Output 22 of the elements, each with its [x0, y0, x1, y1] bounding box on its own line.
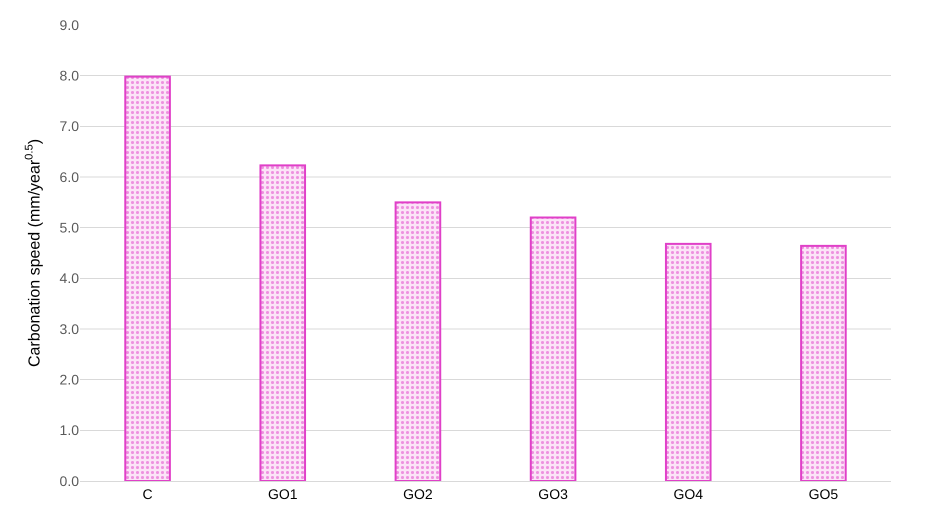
y-tick-label: 0.0: [60, 472, 80, 489]
y-tick-label: 3.0: [60, 320, 80, 337]
x-tick-label: C: [142, 486, 153, 502]
x-tick-label: GO2: [403, 486, 433, 502]
y-tick-label: 6.0: [60, 168, 80, 185]
y-tick-label: 9.0: [60, 16, 80, 33]
y-tick-label: 4.0: [60, 270, 80, 286]
bar: [664, 242, 712, 481]
bar: [259, 164, 306, 481]
y-tick-label: 8.0: [60, 68, 80, 84]
bar: [124, 76, 171, 481]
y-tick-label: 7.0: [60, 118, 80, 134]
bar: [394, 201, 442, 481]
x-tick-label: GO1: [268, 486, 298, 502]
y-tick-label: 1.0: [60, 422, 80, 438]
x-tick-label: GO5: [808, 486, 838, 502]
x-tick-label: GO3: [538, 486, 568, 502]
y-tick-label: 2.0: [60, 372, 80, 388]
y-tick-label: 5.0: [60, 220, 80, 236]
bar: [530, 216, 576, 481]
x-tick-label: GO4: [673, 486, 704, 502]
bar: [800, 244, 847, 481]
